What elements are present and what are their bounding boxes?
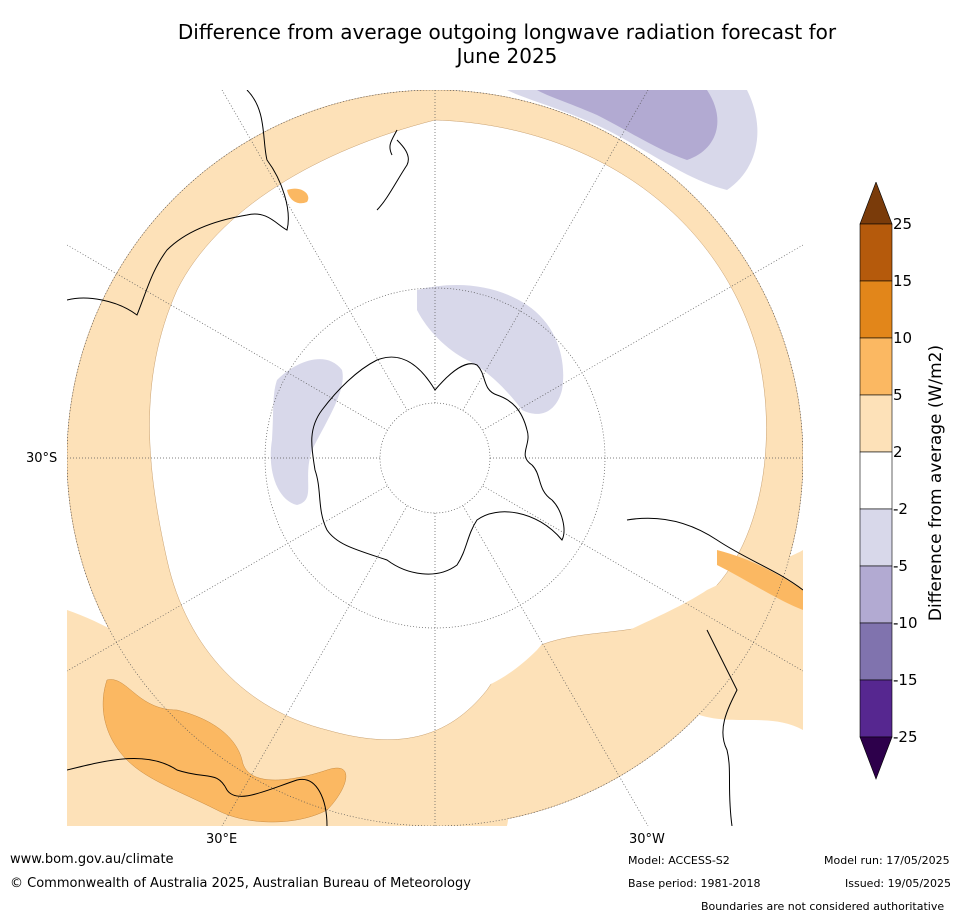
colorbar-tick-label: 15	[893, 272, 913, 290]
lon-label-30w: 30°W	[629, 832, 665, 847]
colorbar-segment	[859, 508, 893, 567]
lon-label-30e: 30°E	[206, 832, 238, 847]
anomaly-neutral-inner	[192, 230, 715, 698]
title-line-1: Difference from average outgoing longwav…	[177, 20, 837, 44]
colorbar-tick-label: 5	[893, 386, 903, 404]
colorbar-tick-label: 10	[893, 329, 913, 347]
anomaly-negative-darker-ne	[537, 90, 718, 160]
anomaly-positive-patch-e	[587, 550, 803, 730]
footer-copyright: © Commonwealth of Australia 2025, Austra…	[10, 876, 471, 891]
africa-outline	[67, 758, 328, 826]
colorbar-segment	[859, 622, 893, 681]
anomaly-5-10-patch-n	[287, 188, 309, 204]
colorbar-segment	[859, 565, 893, 624]
colorbar-tick-label: -25	[893, 728, 918, 746]
south-america-outline	[626, 517, 803, 826]
title-line-2: June 2025	[456, 44, 558, 68]
colorbar-extend-bottom	[859, 736, 893, 780]
colorbar-extend-top	[859, 182, 893, 225]
colorbar-segment	[859, 679, 893, 738]
anomaly-negative-patch-center-west	[270, 359, 343, 505]
colorbar-tick-label: 25	[893, 215, 913, 233]
colorbar-tick-label: -5	[893, 557, 908, 575]
colorbar-tick-label: -15	[893, 671, 918, 689]
footer-website: www.bom.gov.au/climate	[10, 852, 174, 867]
polar-map	[67, 90, 803, 826]
colorbar-segment	[859, 223, 893, 282]
colorbar-segment	[859, 394, 893, 453]
anomaly-5-10-patch-se	[717, 550, 803, 610]
footer-disclaimer: Boundaries are not considered authoritat…	[701, 900, 945, 913]
antarctica-outline	[311, 356, 565, 575]
colorbar-segment	[859, 337, 893, 396]
footer-model: Model: ACCESS-S2	[628, 854, 730, 867]
colorbar-tick-label: 2	[893, 443, 903, 461]
colorbar	[859, 182, 893, 780]
australia-outline	[67, 90, 289, 316]
footer-issued: Issued: 19/05/2025	[845, 877, 952, 890]
graticule	[67, 90, 803, 826]
colorbar-segment	[859, 451, 893, 510]
anomaly-negative-patch-center-east	[417, 285, 564, 414]
anomaly-5-10-patch-sw	[102, 679, 346, 823]
colorbar-segment	[859, 280, 893, 339]
colorbar-title: Difference from average (W/m2)	[926, 344, 946, 622]
new-zealand-outline	[376, 129, 409, 211]
chart-title: Difference from average outgoing longwav…	[0, 20, 965, 68]
footer-model-run: Model run: 17/05/2025	[824, 854, 950, 867]
colorbar-tick-label: -2	[893, 500, 908, 518]
lat-label-30s: 30°S	[26, 451, 58, 466]
colorbar-tick-label: -10	[893, 614, 918, 632]
footer-base-period: Base period: 1981-2018	[628, 877, 761, 890]
